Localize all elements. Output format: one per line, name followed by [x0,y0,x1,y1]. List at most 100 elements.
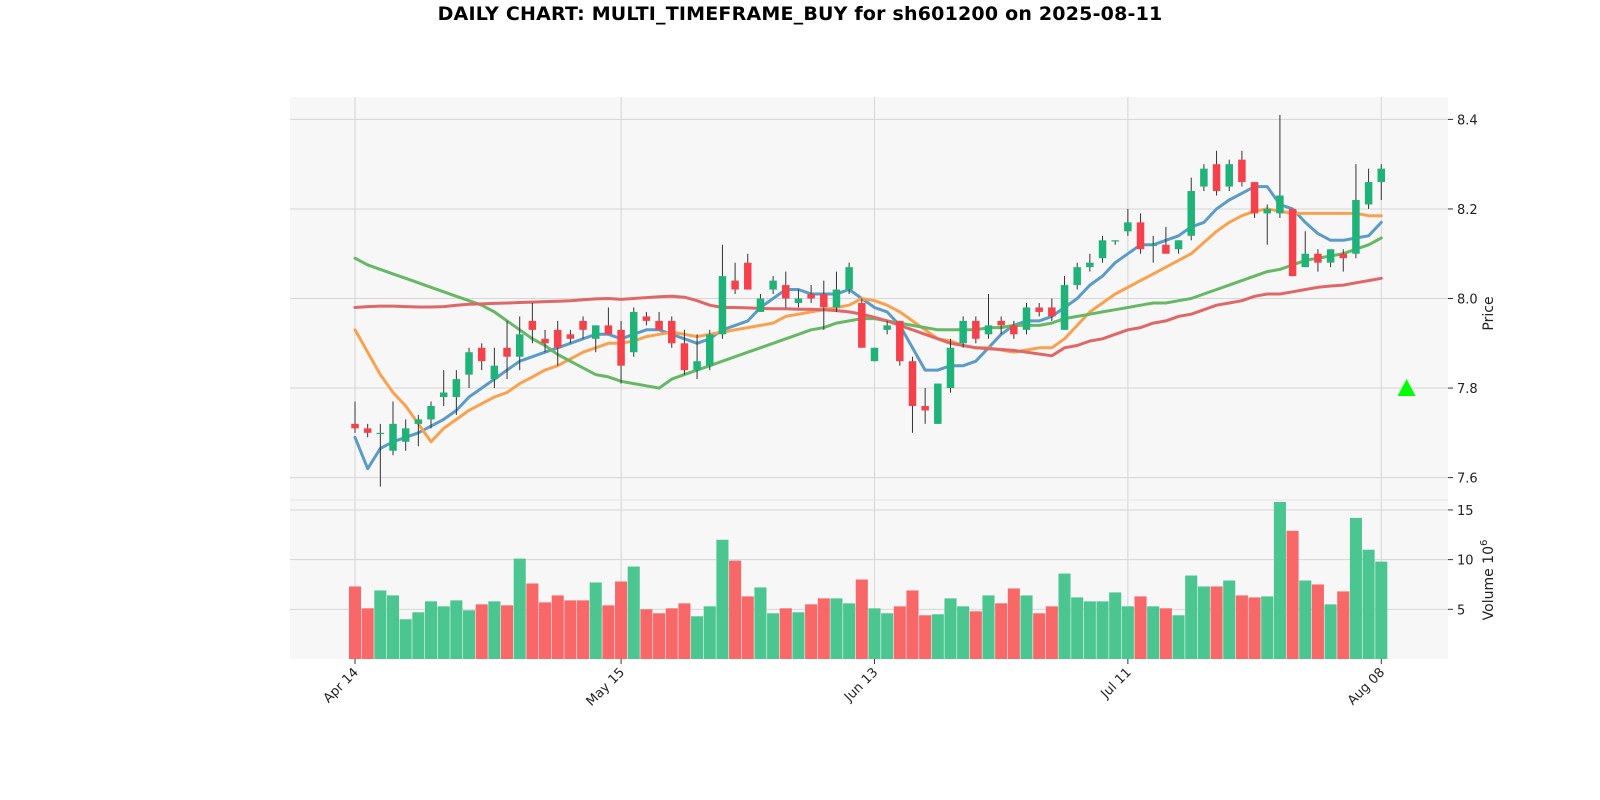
candle-body [693,361,701,371]
volume-bar [640,609,653,659]
volume-bar [665,608,678,659]
price-tick-label: 8.0 [1457,293,1478,308]
volume-bar [374,590,387,659]
volume-bar [830,598,843,659]
candle-body [1098,240,1107,259]
volume-bar [729,560,742,659]
volume-bar [1071,597,1084,659]
candle-body [1086,262,1094,268]
candle-body [1111,240,1119,242]
volume-bar [855,579,868,659]
candle-body [1060,285,1069,330]
candle-body [921,405,929,411]
candle-body [503,347,511,357]
volume-tick-label: 5 [1457,603,1465,618]
volume-axis-exponent: 6 [1479,540,1490,546]
volume-bar [1147,606,1160,659]
volume-bar [386,595,400,659]
volume-bar [1134,596,1147,659]
volume-bar [450,600,463,659]
volume-bar [1261,596,1274,659]
volume-bar [741,596,754,659]
candle-body [1136,222,1145,250]
candle-body [1149,244,1157,246]
candle-body [1238,159,1246,183]
volume-bar [577,600,590,659]
candle-body [1212,164,1221,192]
chart-title: DAILY CHART: MULTI_TIMEFRAME_BUY for sh6… [437,3,1163,25]
volume-axis-title: Volume 106 [1479,540,1497,621]
candle-body [414,419,423,424]
volume-bars [348,501,1388,659]
candle-body [579,320,587,330]
candle-body [1301,253,1309,268]
volume-bar [893,606,906,659]
volume-bar [843,603,856,659]
date-tick-label: Apr 14 [321,665,362,706]
candle-body [427,405,435,420]
candle-body [1326,249,1335,263]
candle-body [1048,307,1056,317]
candle-body [858,302,866,348]
volume-bar [1311,584,1324,659]
volume-bar [501,605,514,659]
volume-bar [1121,606,1134,659]
candle-body [351,423,359,429]
candle-body [389,423,397,451]
volume-bar [1020,595,1033,659]
volume-bar [1159,608,1172,659]
volume-bar [412,612,425,659]
volume-bar [1045,606,1058,659]
moving-average-lines [353,185,1383,471]
volume-bar [792,612,805,659]
volume-bar [653,613,666,659]
price-tick-label: 8.2 [1457,203,1478,218]
candle-body [870,347,879,362]
volume-bar [906,590,919,659]
volume-bar [969,611,982,659]
volume-bar [1033,613,1046,659]
volume-bar [462,610,476,659]
candle-body [553,329,562,348]
candle-body [807,294,815,299]
candle-body [1352,199,1360,254]
price-tick-label: 7.8 [1457,382,1478,397]
candle-body [1010,325,1018,335]
volume-tick-label: 10 [1457,554,1474,569]
candle-body [794,298,803,303]
volume-bar [931,614,944,659]
candle-body [908,361,917,406]
volume-bar [475,604,488,659]
candle-body [1288,208,1297,277]
volume-bar [767,613,780,659]
volume-bar [754,587,767,659]
candle-body [820,294,828,308]
candle-body [617,329,625,366]
candle-body [1250,182,1259,214]
signal-markers [1397,379,1416,397]
volume-bar [1096,601,1109,659]
volume-bar [1324,604,1337,659]
volume-bar [488,601,501,659]
candle-body [642,316,651,321]
moving-average-line [353,236,1383,390]
candle-body [668,320,676,344]
volume-bar [437,606,450,659]
date-tick-label: May 15 [584,665,628,709]
candle-body [1314,253,1322,263]
volume-bar [1286,530,1299,659]
candle-body [934,383,942,424]
volume-bar [1007,588,1020,659]
candle-body [845,267,853,290]
candle-body [1174,240,1183,250]
candle-body [756,298,765,312]
candlesticks [351,114,1386,487]
candle-body [439,392,448,398]
volume-bar [1185,575,1198,659]
volume-bar [551,595,564,659]
volume-bar [1362,549,1375,659]
candle-body [655,320,663,330]
volume-bar [424,601,438,659]
candle-body [1200,168,1208,187]
volume-bar [868,608,881,659]
